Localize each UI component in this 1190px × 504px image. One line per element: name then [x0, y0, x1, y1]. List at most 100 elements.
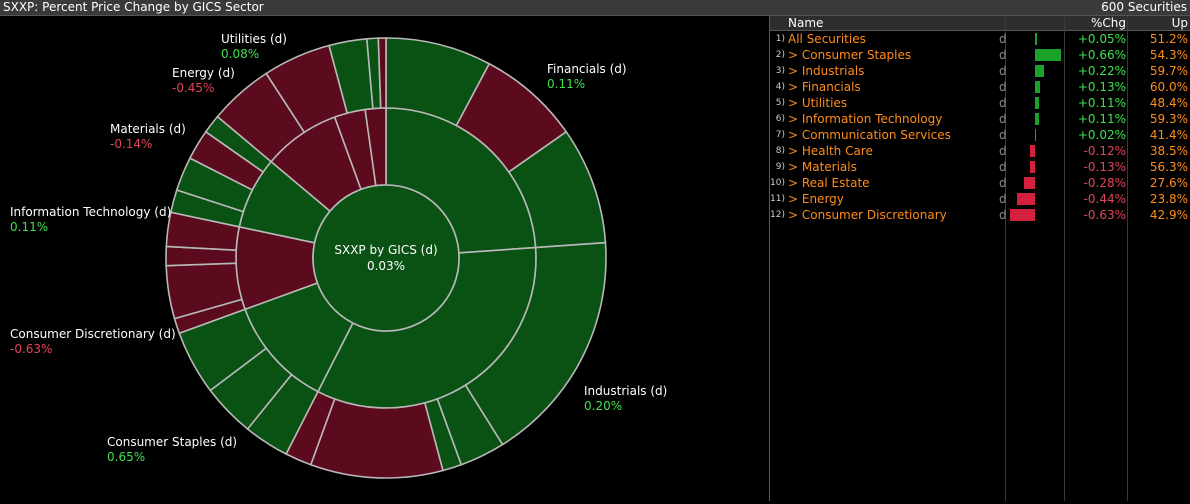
- row-index: 1): [775, 34, 785, 44]
- row-change-bar: [1009, 209, 1035, 221]
- sector-label-name: Financials (d): [547, 62, 627, 76]
- table-header: Name %Chg Up: [770, 16, 1190, 31]
- window-title: SXXP: Percent Price Change by GICS Secto…: [3, 0, 264, 14]
- sector-label: Energy (d) -0.45%: [172, 66, 235, 96]
- sector-label-name: Consumer Discretionary (d): [10, 327, 176, 341]
- sector-label: Financials (d) 0.11%: [547, 62, 627, 92]
- sector-label-value: 0.20%: [584, 399, 623, 413]
- row-up-pct: 56.3%: [1149, 160, 1188, 174]
- sector-label-value: 0.11%: [547, 77, 586, 91]
- row-up-pct: 60.0%: [1149, 80, 1188, 94]
- row-index: 7): [775, 130, 785, 140]
- row-d-flag: d: [999, 112, 1007, 126]
- sector-label: Utilities (d) 0.08%: [221, 32, 287, 62]
- row-d-flag: d: [999, 208, 1007, 222]
- sector-label: Consumer Discretionary (d) -0.63%: [10, 327, 176, 357]
- row-d-flag: d: [999, 96, 1007, 110]
- table-row[interactable]: 4) > Financials d +0.13% 60.0%: [770, 79, 1190, 95]
- table-row[interactable]: 6) > Information Technology d +0.11% 59.3%: [770, 111, 1190, 127]
- row-up-pct: 42.9%: [1149, 208, 1188, 222]
- row-up-pct: 38.5%: [1149, 144, 1188, 158]
- sector-label: Information Technology (d) 0.11%: [10, 205, 171, 235]
- row-change-bar: [1035, 33, 1037, 45]
- row-change-bar: [1035, 49, 1062, 61]
- row-pct-change: +0.66%: [1077, 48, 1126, 62]
- sector-label: Materials (d) -0.14%: [110, 122, 186, 152]
- col-chg-header[interactable]: %Chg: [1090, 16, 1126, 30]
- row-change-bar: [1035, 65, 1044, 77]
- row-pct-change: +0.05%: [1077, 32, 1126, 46]
- securities-count: 600 Securities: [1101, 0, 1187, 14]
- row-d-flag: d: [999, 80, 1007, 94]
- sector-label-value: 0.65%: [107, 450, 146, 464]
- row-name[interactable]: > Health Care: [788, 144, 873, 158]
- sector-label-name: Consumer Staples (d): [107, 435, 238, 449]
- sector-label-name: Industrials (d): [584, 384, 668, 398]
- row-up-pct: 23.8%: [1149, 192, 1188, 206]
- row-pct-change: -0.63%: [1083, 208, 1126, 222]
- row-change-bar: [1035, 81, 1041, 93]
- row-index: 2): [775, 50, 785, 60]
- center-circle[interactable]: [312, 184, 460, 332]
- table-row[interactable]: 3) > Industrials d +0.22% 59.7%: [770, 63, 1190, 79]
- row-change-bar: [1017, 193, 1035, 205]
- table-row[interactable]: 12) > Consumer Discretionary d -0.63% 42.9%: [770, 207, 1190, 223]
- row-name[interactable]: > Materials: [788, 160, 857, 174]
- table-row[interactable]: 9) > Materials d -0.13% 56.3%: [770, 159, 1190, 175]
- row-d-flag: d: [999, 160, 1007, 174]
- row-index: 10): [770, 178, 785, 188]
- table-row[interactable]: 2) > Consumer Staples d +0.66% 54.3%: [770, 47, 1190, 63]
- sector-table: Name %Chg Up 1) All Securities d +0.05% 51.2…: [769, 16, 1190, 501]
- row-change-bar: [1035, 97, 1040, 109]
- sector-label-value: 0.11%: [10, 220, 49, 234]
- table-row[interactable]: 10) > Real Estate d -0.28% 27.6%: [770, 175, 1190, 191]
- row-index: 12): [770, 210, 785, 220]
- row-d-flag: d: [999, 64, 1007, 78]
- sector-label-value: -0.45%: [172, 81, 215, 95]
- row-up-pct: 27.6%: [1149, 176, 1188, 190]
- row-name[interactable]: > Consumer Staples: [788, 48, 912, 62]
- row-up-pct: 59.7%: [1149, 64, 1188, 78]
- row-change-bar: [1029, 161, 1035, 173]
- row-change-bar: [1035, 113, 1040, 125]
- sector-label-name: Energy (d): [172, 66, 235, 80]
- sector-label-value: 0.08%: [221, 47, 260, 61]
- row-d-flag: d: [999, 144, 1007, 158]
- sunburst-svg: SXXP by GICS (d) 0.03%: [165, 37, 607, 479]
- row-pct-change: -0.12%: [1083, 144, 1126, 158]
- row-name[interactable]: All Securities: [788, 32, 866, 46]
- sector-label-name: Information Technology (d): [10, 205, 172, 219]
- row-up-pct: 51.2%: [1149, 32, 1188, 46]
- row-index: 3): [775, 66, 785, 76]
- row-name[interactable]: > Information Technology: [788, 112, 943, 126]
- row-pct-change: +0.13%: [1077, 80, 1126, 94]
- row-change-bar: [1030, 145, 1035, 157]
- segment-23[interactable]: [377, 37, 387, 109]
- row-up-pct: 59.3%: [1149, 112, 1188, 126]
- sector-label-value: -0.63%: [10, 342, 53, 356]
- row-name[interactable]: > Communication Services: [788, 128, 951, 142]
- row-name[interactable]: > Utilities: [788, 96, 848, 110]
- row-name[interactable]: > Consumer Discretionary: [788, 208, 947, 222]
- col-name-header[interactable]: Name: [788, 16, 824, 30]
- row-name[interactable]: > Real Estate: [788, 176, 870, 190]
- row-change-bar: [1023, 177, 1035, 189]
- row-up-pct: 48.4%: [1149, 96, 1188, 110]
- row-name[interactable]: > Energy: [788, 192, 844, 206]
- row-index: 11): [770, 194, 785, 204]
- row-name[interactable]: > Financials: [788, 80, 861, 94]
- row-pct-change: +0.11%: [1077, 112, 1126, 126]
- table-row[interactable]: 5) > Utilities d +0.11% 48.4%: [770, 95, 1190, 111]
- row-name[interactable]: > Industrials: [788, 64, 865, 78]
- row-up-pct: 41.4%: [1149, 128, 1188, 142]
- row-index: 8): [775, 146, 785, 156]
- table-row[interactable]: 1) All Securities d +0.05% 51.2%: [770, 31, 1190, 47]
- table-row[interactable]: 7) > Communication Services d +0.02% 41.4%: [770, 127, 1190, 143]
- table-row[interactable]: 11) > Energy d -0.44% 23.8%: [770, 191, 1190, 207]
- sector-label-name: Utilities (d): [221, 32, 287, 46]
- title-bar: SXXP: Percent Price Change by GICS Secto…: [0, 0, 1190, 16]
- col-up-header[interactable]: Up: [1171, 16, 1188, 30]
- sector-label: Industrials (d) 0.20%: [584, 384, 667, 414]
- table-row[interactable]: 8) > Health Care d -0.12% 38.5%: [770, 143, 1190, 159]
- row-change-bar: [1035, 129, 1036, 141]
